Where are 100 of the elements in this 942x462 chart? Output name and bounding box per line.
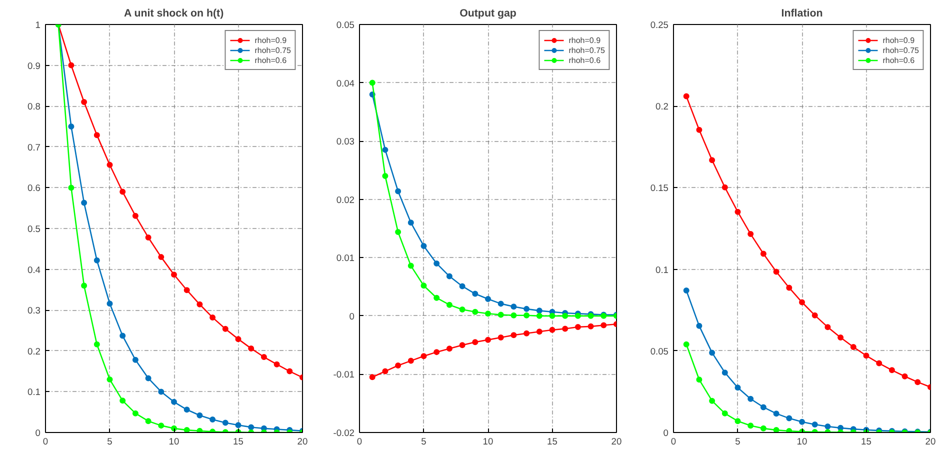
point bbox=[145, 418, 152, 424]
point bbox=[734, 208, 741, 215]
y-tick-label: 0.1 bbox=[656, 264, 668, 275]
x-tick-label: 5 bbox=[107, 436, 112, 446]
point bbox=[369, 374, 376, 380]
y-tick-label: 0.15 bbox=[650, 183, 668, 194]
x-tick-label: 10 bbox=[482, 436, 494, 446]
y-tick-label: 0.3 bbox=[28, 306, 40, 316]
point bbox=[434, 260, 440, 266]
legend-label: rhoh=0.6 bbox=[254, 55, 287, 65]
point bbox=[145, 234, 152, 240]
chart-title: Output gap bbox=[460, 8, 517, 20]
point bbox=[748, 231, 754, 238]
point bbox=[286, 368, 293, 374]
point bbox=[158, 254, 164, 260]
point bbox=[145, 375, 152, 382]
y-tick-label: 0.04 bbox=[336, 78, 354, 88]
point bbox=[549, 326, 556, 333]
point bbox=[498, 300, 504, 307]
x-tick-label: 15 bbox=[861, 436, 872, 446]
point bbox=[420, 353, 427, 360]
x-tick-label: 15 bbox=[547, 436, 558, 446]
y-tick-label: 0.05 bbox=[336, 20, 354, 30]
point bbox=[81, 200, 88, 206]
point bbox=[235, 422, 242, 428]
point bbox=[863, 352, 870, 359]
point bbox=[420, 242, 427, 249]
point bbox=[748, 422, 754, 429]
point bbox=[260, 354, 267, 360]
point bbox=[760, 425, 766, 432]
x-tick-label: 15 bbox=[233, 436, 244, 446]
y-tick-label: -0.01 bbox=[333, 370, 355, 380]
point bbox=[510, 332, 517, 338]
point bbox=[485, 296, 491, 302]
legend-label: rhoh=0.9 bbox=[882, 35, 915, 45]
point bbox=[235, 336, 242, 342]
point bbox=[446, 302, 452, 308]
point bbox=[498, 334, 504, 340]
point bbox=[459, 342, 466, 348]
point bbox=[382, 173, 388, 180]
y-tick-label: 0.01 bbox=[336, 253, 354, 264]
x-tick-label: 20 bbox=[611, 436, 622, 446]
point bbox=[196, 428, 203, 432]
y-tick-label: 0.7 bbox=[28, 142, 40, 152]
point bbox=[786, 415, 792, 422]
point bbox=[434, 294, 440, 301]
legend-label: rhoh=0.75 bbox=[254, 45, 291, 55]
point bbox=[120, 332, 126, 339]
point bbox=[888, 367, 895, 374]
point bbox=[408, 262, 414, 269]
point bbox=[773, 268, 780, 275]
y-tick-label: 0.9 bbox=[28, 60, 40, 71]
x-tick-label: 0 bbox=[356, 436, 362, 446]
point bbox=[683, 93, 690, 100]
point bbox=[81, 282, 88, 289]
point bbox=[382, 368, 388, 374]
point bbox=[786, 284, 792, 291]
point bbox=[210, 314, 216, 320]
point bbox=[132, 356, 138, 363]
point bbox=[524, 330, 530, 336]
point bbox=[812, 312, 818, 318]
point bbox=[722, 184, 728, 190]
point bbox=[158, 388, 164, 395]
point bbox=[395, 229, 402, 235]
point bbox=[709, 157, 716, 164]
point bbox=[472, 339, 478, 346]
point bbox=[683, 288, 690, 294]
point bbox=[222, 420, 228, 426]
y-tick-label: 0.8 bbox=[28, 102, 40, 112]
legend-label: rhoh=0.9 bbox=[568, 35, 601, 45]
point bbox=[106, 376, 113, 382]
point bbox=[799, 418, 805, 425]
y-tick-label: 0 bbox=[349, 311, 355, 322]
x-tick-label: 5 bbox=[735, 436, 740, 446]
point bbox=[722, 370, 728, 376]
y-tick-label: 0.2 bbox=[28, 346, 40, 356]
point bbox=[902, 373, 908, 380]
point bbox=[549, 312, 556, 319]
point bbox=[420, 282, 427, 289]
legend-label: rhoh=0.6 bbox=[568, 55, 601, 65]
point bbox=[446, 273, 452, 280]
y-tick-label: 0 bbox=[663, 428, 669, 438]
point bbox=[485, 310, 491, 317]
point bbox=[485, 336, 491, 343]
x-tick-label: 10 bbox=[796, 436, 808, 446]
point bbox=[120, 398, 126, 404]
point bbox=[158, 422, 164, 429]
point bbox=[81, 99, 88, 106]
point bbox=[709, 350, 716, 356]
y-tick-label: 0.03 bbox=[336, 136, 354, 147]
point bbox=[459, 283, 466, 290]
point bbox=[369, 80, 376, 86]
point bbox=[734, 418, 741, 424]
point bbox=[94, 132, 100, 138]
y-tick-label: 0.5 bbox=[28, 224, 40, 234]
legend-label: rhoh=0.75 bbox=[568, 45, 605, 55]
point bbox=[824, 324, 831, 330]
point bbox=[536, 308, 542, 314]
y-tick-label: 0.02 bbox=[336, 194, 354, 205]
point bbox=[696, 322, 702, 329]
